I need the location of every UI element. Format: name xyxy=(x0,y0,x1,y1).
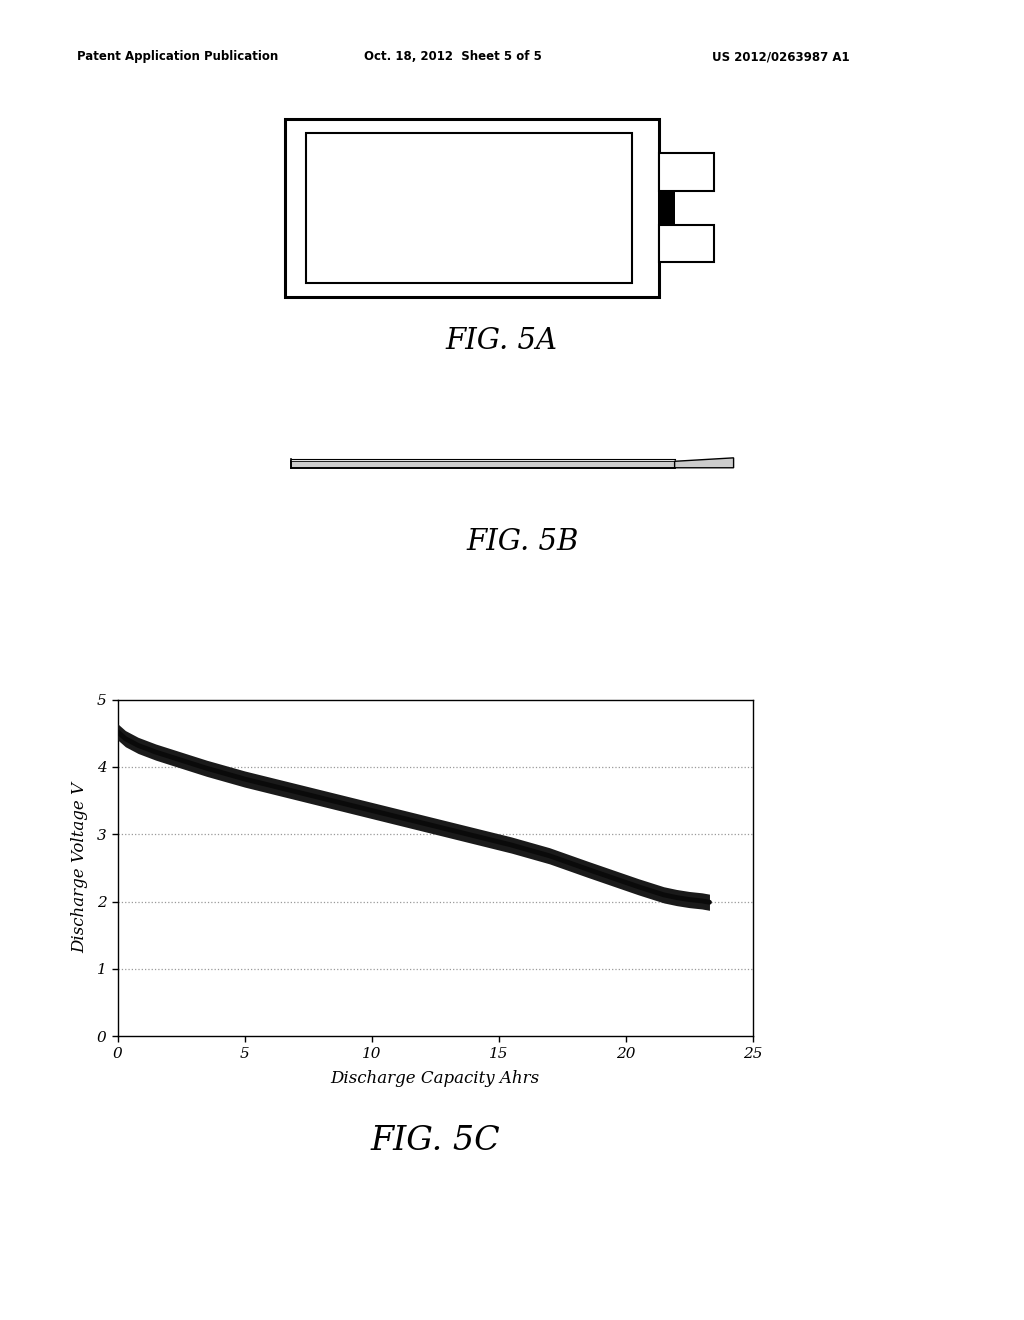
Text: FIG. 5A: FIG. 5A xyxy=(445,327,558,355)
Text: Patent Application Publication: Patent Application Publication xyxy=(77,50,279,63)
Text: Oct. 18, 2012  Sheet 5 of 5: Oct. 18, 2012 Sheet 5 of 5 xyxy=(364,50,542,63)
Bar xyxy=(291,459,675,461)
Text: FIG. 5B: FIG. 5B xyxy=(466,528,579,556)
Text: FIG. 5C: FIG. 5C xyxy=(371,1125,500,1156)
Text: US 2012/0263987 A1: US 2012/0263987 A1 xyxy=(712,50,849,63)
Bar xyxy=(659,153,714,191)
Y-axis label: Discharge Voltage V: Discharge Voltage V xyxy=(72,783,88,953)
Bar xyxy=(659,160,675,256)
Bar xyxy=(306,133,633,282)
Bar xyxy=(286,119,659,297)
X-axis label: Discharge Capacity Ahrs: Discharge Capacity Ahrs xyxy=(331,1069,540,1086)
Polygon shape xyxy=(675,458,733,467)
Bar xyxy=(659,224,714,263)
Bar xyxy=(291,461,675,467)
